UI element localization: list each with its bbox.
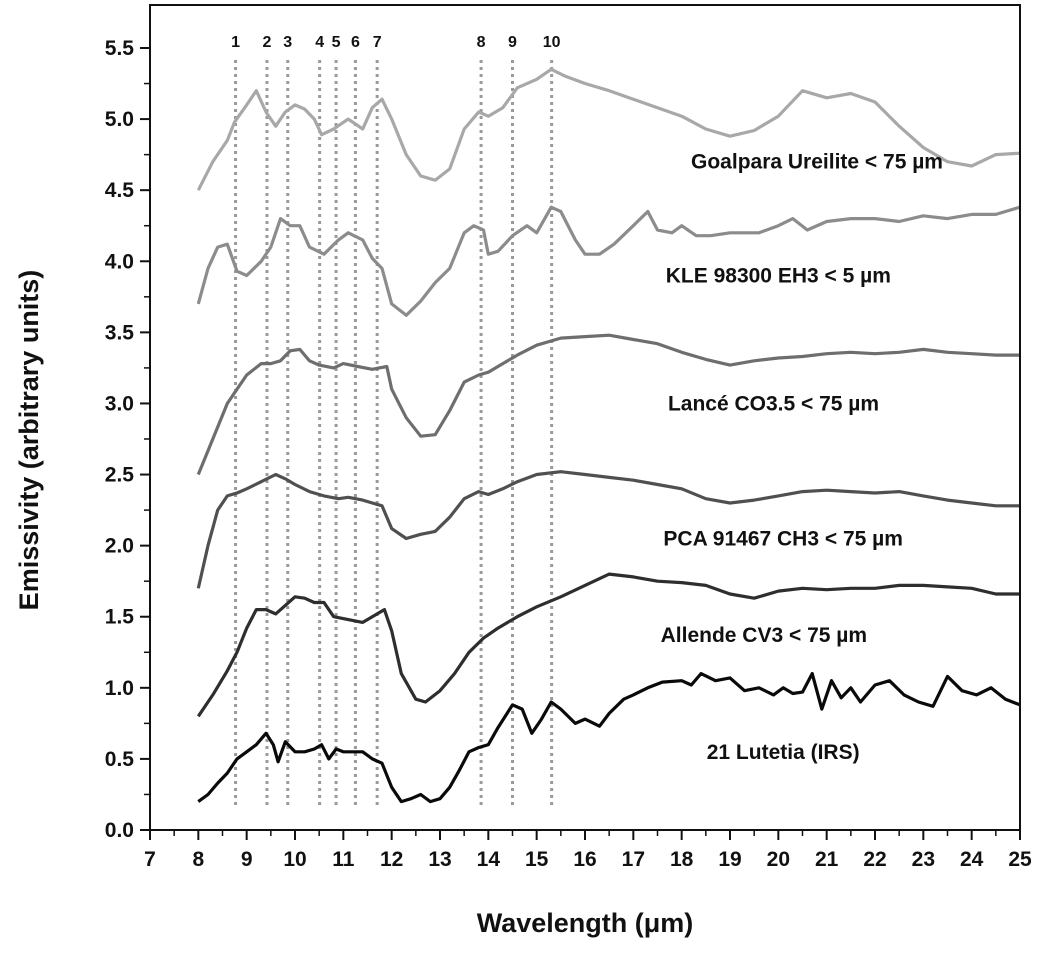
y-tick-label-1.0: 1.0	[105, 677, 134, 700]
x-tick-label-24: 24	[960, 848, 984, 871]
x-tick-label-23: 23	[912, 848, 935, 871]
x-tick-label-11: 11	[332, 848, 355, 871]
series-line-1	[196, 67, 1021, 191]
series-label-5: Allende CV3 < 75 µm	[661, 624, 867, 647]
reference-line-label-10: 10	[543, 34, 561, 51]
series-group	[196, 67, 1021, 804]
reference-line-label-9: 9	[508, 34, 517, 51]
axes-group: 7 8 9 10 11 12 13 14 15 16 17 18 19 20 21 22 23 24 250.00.…	[105, 4, 1032, 871]
reference-line-label-7: 7	[373, 34, 382, 51]
y-tick-label-5.5: 5.5	[105, 37, 135, 60]
series-label-6: 21 Lutetia (IRS)	[707, 741, 860, 764]
y-axis-title: Emissivity (arbitrary units)	[14, 270, 44, 611]
series-label-4: PCA 91467 CH3 < 75 µm	[663, 528, 903, 551]
x-tick-label-9: 9	[241, 848, 253, 871]
x-tick-label-16: 16	[573, 848, 596, 871]
reference-line-label-2: 2	[263, 34, 272, 51]
reference-line-label-5: 5	[332, 34, 341, 51]
y-tick-label-2.5: 2.5	[105, 464, 135, 487]
x-tick-label-19: 19	[718, 848, 741, 871]
y-tick-label-4.0: 4.0	[105, 250, 134, 273]
x-tick-label-25: 25	[1008, 848, 1032, 871]
x-tick-label-22: 22	[863, 848, 886, 871]
series-line-2	[196, 205, 1021, 317]
y-tick-label-4.5: 4.5	[105, 179, 135, 202]
y-tick-label-1.5: 1.5	[105, 606, 135, 629]
x-tick-label-12: 12	[380, 848, 403, 871]
reference-line-label-8: 8	[477, 34, 486, 51]
series-label-2: KLE 98300 EH3 < 5 µm	[666, 264, 891, 287]
reference-line-label-1: 1	[231, 34, 240, 51]
x-tick-label-18: 18	[670, 848, 694, 871]
x-tick-label-17: 17	[622, 848, 645, 871]
plot-frame	[149, 4, 1021, 831]
x-tick-label-20: 20	[767, 848, 790, 871]
series-label-1: Goalpara Ureilite < 75 µm	[691, 151, 943, 174]
series-line-6	[197, 672, 1021, 804]
x-tick-label-10: 10	[283, 848, 306, 871]
reference-line-label-3: 3	[283, 34, 292, 51]
x-tick-label-15: 15	[525, 848, 549, 871]
y-tick-label-5.0: 5.0	[105, 108, 134, 131]
series-label-3: Lancé CO3.5 < 75 µm	[668, 392, 879, 415]
reference-line-label-6: 6	[351, 34, 360, 51]
x-tick-label-13: 13	[428, 848, 451, 871]
y-tick-label-3.0: 3.0	[105, 392, 134, 415]
y-tick-label-0.0: 0.0	[105, 819, 134, 842]
series-line-5	[196, 572, 1020, 718]
series-line-3	[196, 333, 1020, 476]
y-tick-label-2.0: 2.0	[105, 535, 134, 558]
x-tick-label-14: 14	[477, 848, 501, 871]
y-tick-label-0.5: 0.5	[105, 748, 135, 771]
x-axis-title: Wavelength (μm)	[477, 908, 694, 938]
y-tick-label-3.5: 3.5	[105, 321, 135, 344]
x-tick-label-8: 8	[192, 848, 204, 871]
reference-line-label-4: 4	[315, 34, 324, 51]
series-line-4	[196, 470, 1020, 589]
x-tick-label-7: 7	[144, 848, 156, 871]
reference-lines-group: 1 2 3 4 5 6 7 8 9 10	[231, 34, 561, 808]
x-tick-label-21: 21	[815, 848, 839, 871]
labels-group: Goalpara Ureilite < 75 µm KLE 98300 EH3 <…	[661, 151, 943, 764]
